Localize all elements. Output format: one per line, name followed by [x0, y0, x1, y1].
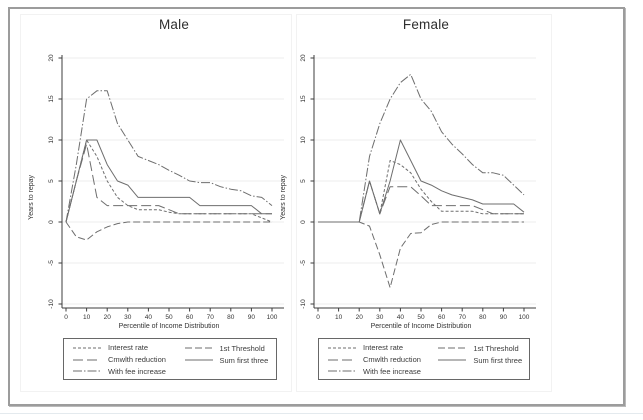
series-first-threshold	[65, 221, 272, 241]
legend-item-with-fee-increase: With fee increase	[327, 365, 437, 377]
cmwlth-reduction-line-sample	[328, 359, 356, 360]
svg-text:20: 20	[300, 54, 307, 62]
svg-text:5: 5	[300, 179, 307, 183]
svg-text:5: 5	[48, 179, 55, 183]
svg-text:20: 20	[356, 314, 364, 321]
legend-male-col2: 1st Threshold Sum first three	[184, 342, 271, 377]
legend-female: Interest rate Cmwlth reduction With fee …	[318, 338, 530, 380]
svg-text:70: 70	[459, 314, 467, 321]
series-sum-first-three	[65, 139, 272, 223]
sum-first-three-line-sample	[184, 359, 213, 361]
series-cmwlth-reduction	[65, 143, 272, 223]
svg-text:10: 10	[83, 314, 91, 321]
series-first-threshold	[318, 221, 524, 289]
document-edge-line	[0, 413, 643, 414]
legend-item-sum-first-three: Sum first three	[437, 354, 523, 366]
svg-text:70: 70	[207, 314, 215, 321]
svg-text:10: 10	[300, 136, 307, 144]
legend-item-first-threshold: 1st Threshold	[437, 342, 523, 354]
legend-label: 1st Threshold	[473, 343, 519, 353]
legend-label: Sum first three	[219, 355, 269, 365]
svg-text:-5: -5	[300, 260, 307, 266]
svg-text:Percentile of Income Distribut: Percentile of Income Distribution	[371, 323, 472, 330]
legend-label: With fee increase	[108, 366, 166, 376]
first-threshold-line-sample	[184, 347, 213, 349]
legend-item-interest-rate: Interest rate	[327, 342, 437, 354]
svg-text:15: 15	[48, 95, 55, 103]
legend-label: Sum first three	[473, 355, 523, 365]
series-sum-first-three	[318, 139, 525, 223]
svg-text:Years to repay: Years to repay	[28, 174, 35, 219]
chart-title-female: Female	[402, 17, 450, 32]
svg-text:100: 100	[519, 314, 530, 321]
graph-region-female	[296, 14, 552, 392]
legend-item-first-threshold: 1st Threshold	[184, 342, 271, 354]
svg-text:90: 90	[500, 314, 508, 321]
svg-text:50: 50	[165, 314, 173, 321]
legend-male: Interest rate Cmwlth reduction With fee …	[63, 338, 277, 380]
svg-text:-5: -5	[48, 260, 55, 266]
svg-text:-10: -10	[300, 299, 307, 309]
svg-text:10: 10	[48, 136, 55, 144]
svg-text:10: 10	[335, 314, 343, 321]
svg-text:80: 80	[227, 314, 235, 321]
legend-label: Interest rate	[108, 343, 149, 353]
svg-text:60: 60	[438, 314, 446, 321]
series-interest-rate	[65, 139, 273, 223]
svg-text:20: 20	[48, 54, 55, 62]
with-fee-increase-line-sample	[73, 370, 101, 372]
chart-title-male: Male	[158, 17, 190, 32]
legend-item-sum-first-three: Sum first three	[184, 354, 271, 366]
male-chart-plot: -10 -5 0 5 10 15 20 0 10 20 30 40 50 60 70 80 90 100 Perce…	[28, 54, 284, 330]
legend-label: Cmwlth reduction	[108, 355, 166, 364]
svg-text:50: 50	[417, 314, 425, 321]
svg-text:60: 60	[186, 314, 194, 321]
svg-text:Years to repay: Years to repay	[280, 174, 287, 219]
legend-item-interest-rate: Interest rate	[72, 342, 184, 354]
svg-text:0: 0	[64, 314, 68, 321]
legend-item-cmwlth-reduction: Cmwlth reduction	[72, 354, 184, 366]
svg-text:0: 0	[48, 220, 55, 224]
legend-female-col2: 1st Threshold Sum first three	[437, 342, 523, 377]
series-cmwlth-reduction	[318, 180, 524, 223]
with-fee-increase-line-sample	[328, 370, 356, 372]
svg-text:100: 100	[267, 314, 278, 321]
cmwlth-reduction-line-sample	[73, 359, 101, 360]
series-with-fee-increase	[318, 73, 525, 223]
svg-text:Percentile of Income Distribut: Percentile of Income Distribution	[119, 323, 220, 330]
legend-male-col1: Interest rate Cmwlth reduction With fee …	[72, 342, 184, 377]
legend-item-with-fee-increase: With fee increase	[72, 365, 184, 377]
series-with-fee-increase	[65, 90, 273, 223]
svg-text:30: 30	[376, 314, 384, 321]
legend-label: Cmwlth reduction	[363, 355, 421, 364]
legend-label: Interest rate	[363, 343, 404, 353]
svg-text:0: 0	[316, 314, 320, 321]
female-chart-plot: -10 -5 0 5 10 15 20 0 10 20 30 40 50 60 70 80 90 100 Perce…	[280, 54, 536, 330]
svg-text:40: 40	[145, 314, 153, 321]
legend-female-col1: Interest rate Cmwlth reduction With fee …	[327, 342, 437, 377]
svg-text:90: 90	[248, 314, 256, 321]
svg-text:80: 80	[479, 314, 487, 321]
svg-text:0: 0	[300, 220, 307, 224]
sum-first-three-line-sample	[438, 359, 467, 361]
legend-item-cmwlth-reduction: Cmwlth reduction	[327, 354, 437, 366]
svg-text:-10: -10	[48, 299, 55, 309]
svg-text:40: 40	[397, 314, 405, 321]
legend-label: 1st Threshold	[219, 343, 265, 353]
series-interest-rate	[318, 160, 524, 223]
interest-rate-line-sample	[73, 347, 101, 349]
svg-text:30: 30	[124, 314, 132, 321]
interest-rate-line-sample	[328, 347, 356, 349]
first-threshold-line-sample	[438, 347, 467, 349]
svg-text:15: 15	[300, 95, 307, 103]
legend-label: With fee increase	[363, 366, 421, 376]
graph-region-male	[20, 14, 292, 392]
svg-text:20: 20	[104, 314, 112, 321]
